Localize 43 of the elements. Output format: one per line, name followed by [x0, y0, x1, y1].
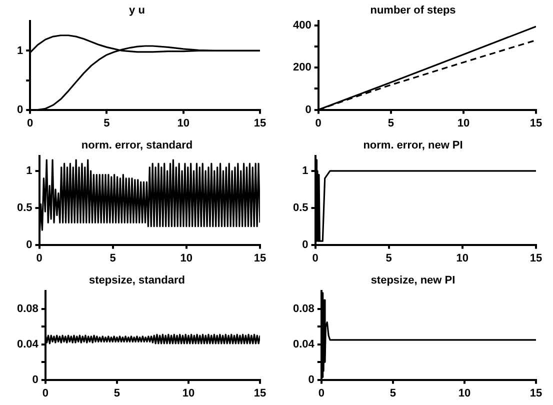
y-tick-label: 0.08	[292, 302, 314, 315]
x-tick-label: 5	[388, 117, 394, 130]
y-tick-label: 1	[16, 44, 24, 57]
x-tick-label: 10	[182, 387, 195, 400]
y-tick-label: 0.5	[16, 202, 32, 214]
chart-title: norm. error, standard	[81, 140, 193, 152]
y-tick-label: 400	[292, 19, 312, 32]
chart-title: norm. error, new PI	[363, 140, 463, 152]
x-tick-label: 5	[110, 252, 116, 264]
chart-title: number of steps	[370, 4, 456, 17]
x-tick-label: 15	[254, 117, 266, 130]
x-tick-label: 15	[530, 252, 542, 264]
x-tick-label: 15	[530, 117, 542, 130]
x-tick-label: 10	[180, 252, 193, 264]
y-tick-label: 0	[32, 374, 38, 386]
x-tick-label: 10	[456, 252, 469, 264]
y-tick-label: 1	[302, 165, 308, 177]
x-tick-label: 15	[530, 387, 542, 400]
chart-title: stepsize, new PI	[370, 274, 456, 287]
y-tick-label: 0.5	[292, 202, 308, 214]
x-tick-label: 15	[254, 252, 266, 264]
y-tick-label: 0	[308, 374, 314, 386]
x-tick-label: 5	[114, 387, 120, 400]
x-tick-label: 10	[457, 117, 470, 130]
y-tick-label: 0.08	[16, 302, 38, 315]
x-tick-label: 10	[177, 117, 190, 130]
y-tick-label: 0	[302, 238, 308, 251]
chart-title: stepsize, standard	[89, 274, 185, 287]
y-tick-label: 0	[26, 238, 32, 251]
y-tick-label: 0	[305, 104, 312, 116]
x-tick-label: 10	[458, 387, 471, 400]
x-tick-label: 0	[318, 387, 324, 400]
y-tick-label: 1	[26, 165, 32, 177]
x-tick-label: 5	[390, 387, 396, 400]
y-tick-label: 0	[16, 104, 24, 116]
x-tick-label: 5	[104, 117, 110, 130]
y-tick-label: 200	[292, 62, 312, 74]
x-tick-label: 5	[386, 252, 392, 264]
x-tick-label: 0	[42, 387, 48, 400]
x-tick-label: 15	[254, 387, 266, 400]
chart-title: y u	[129, 4, 145, 17]
y-tick-label: 0.04	[292, 338, 316, 350]
y-tick-label: 0.04	[16, 338, 40, 350]
